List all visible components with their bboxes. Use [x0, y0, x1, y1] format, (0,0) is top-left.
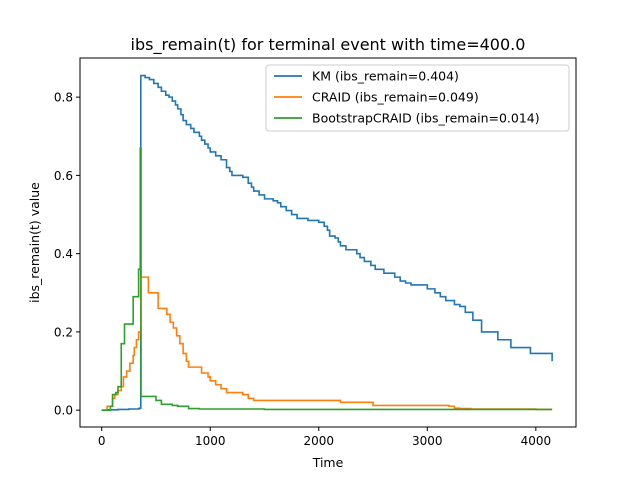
x-tick-label: 0	[98, 434, 106, 448]
x-tick-label: 2000	[304, 434, 335, 448]
legend-label: CRAID (ibs_remain=0.049)	[312, 90, 479, 105]
y-axis-label: ibs_remain(t) value	[27, 182, 42, 303]
x-axis: 0 1000 2000 3000 4000	[98, 427, 551, 448]
plot-frame	[79, 57, 577, 428]
y-tick-label: 0.2	[54, 325, 73, 339]
y-axis: 0.0 0.2 0.4 0.6 0.8	[54, 91, 80, 418]
y-tick-label: 0.8	[54, 91, 73, 105]
x-axis-label: Time	[312, 455, 344, 470]
y-tick-label: 0.6	[54, 169, 73, 183]
legend-label: KM (ibs_remain=0.404)	[312, 69, 459, 84]
series-line-1	[101, 74, 553, 411]
series-line-2	[101, 276, 553, 411]
legend: KM (ibs_remain=0.404) CRAID (ibs_remain=0…	[265, 64, 570, 132]
x-tick-label: 3000	[412, 434, 443, 448]
series-line-3	[101, 147, 553, 411]
legend-box	[265, 64, 570, 132]
plot-area	[79, 57, 577, 428]
y-tick-label: 0.0	[54, 404, 73, 418]
x-tick-label: 4000	[521, 434, 552, 448]
x-tick-label: 1000	[195, 434, 226, 448]
y-tick-label: 0.4	[54, 247, 73, 261]
series-layer	[101, 74, 553, 411]
legend-label: BootstrapCRAID (ibs_remain=0.014)	[312, 111, 540, 126]
chart-title: ibs_remain(t) for terminal event with ti…	[131, 35, 526, 55]
